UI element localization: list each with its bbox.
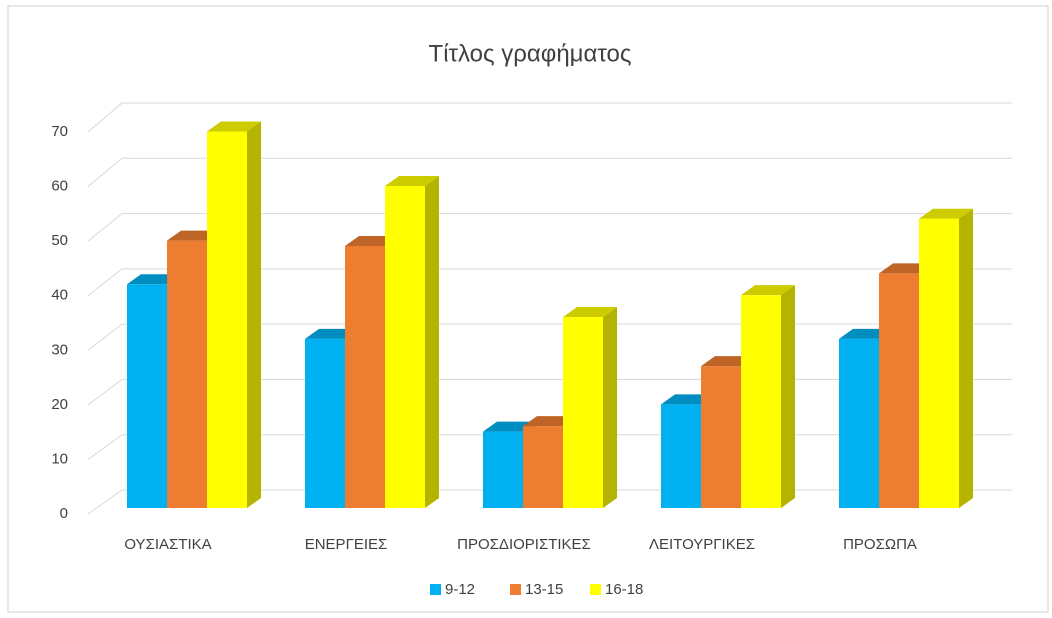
bar-front [167, 240, 207, 508]
bar-top [385, 176, 439, 187]
bar-side [247, 121, 261, 508]
legend-label: 9-12 [445, 581, 475, 598]
grid-line [87, 268, 1012, 297]
bar-top [741, 285, 795, 296]
bar-side [781, 285, 795, 508]
bar-front [207, 131, 247, 508]
x-tick-label: ΠΡΟΣΩΠΑ [843, 536, 917, 553]
x-tick-label: ΕΝΕΡΓΕΙΕΣ [305, 536, 388, 553]
bar-front [919, 218, 959, 508]
legend-swatch [590, 584, 601, 595]
bar-top [563, 307, 617, 317]
bar-front [661, 404, 701, 508]
x-tick-label: ΠΡΟΣΔΙΟΡΙΣΤΙΚΕΣ [457, 536, 591, 553]
bar [919, 208, 973, 508]
grid-line [87, 323, 1012, 351]
bar-front [523, 426, 563, 508]
bar-top [207, 121, 261, 132]
bar [563, 307, 617, 508]
bar-front [563, 317, 603, 508]
bar [385, 176, 439, 508]
bar-front [345, 246, 385, 509]
bar-side [959, 208, 973, 508]
bar-side [603, 307, 617, 508]
bar-front [305, 338, 345, 508]
bar [207, 121, 261, 508]
grid-line [87, 102, 1012, 133]
y-tick-label: 60 [51, 178, 68, 195]
legend-swatch [430, 584, 441, 595]
y-tick-label: 40 [51, 287, 68, 304]
y-tick-label: 0 [60, 505, 68, 522]
y-tick-label: 70 [51, 123, 68, 140]
bar [741, 285, 795, 508]
y-tick-label: 30 [51, 341, 68, 358]
legend-swatch [510, 584, 521, 595]
y-tick-label: 20 [51, 396, 68, 413]
bar-front [483, 431, 523, 508]
bar-side [425, 176, 439, 508]
grid-line [87, 213, 1012, 242]
y-tick-label: 50 [51, 232, 68, 249]
x-tick-label: ΟΥΣΙΑΣΤΙΚΑ [124, 536, 211, 553]
legend-label: 16-18 [605, 581, 643, 598]
x-tick-label: ΛΕΙΤΟΥΡΓΙΚΕΣ [649, 536, 755, 553]
bar-front [701, 366, 741, 508]
grid-line [87, 157, 1012, 187]
legend-label: 13-15 [525, 581, 563, 598]
bar-top [919, 208, 973, 219]
bar-front [127, 284, 167, 508]
y-tick-label: 10 [51, 450, 68, 467]
bar-front [879, 273, 919, 508]
bar-front [741, 295, 781, 508]
bar-front [385, 186, 425, 508]
bar-front [839, 338, 879, 508]
chart-title: Τίτλος γραφήματος [429, 40, 632, 67]
